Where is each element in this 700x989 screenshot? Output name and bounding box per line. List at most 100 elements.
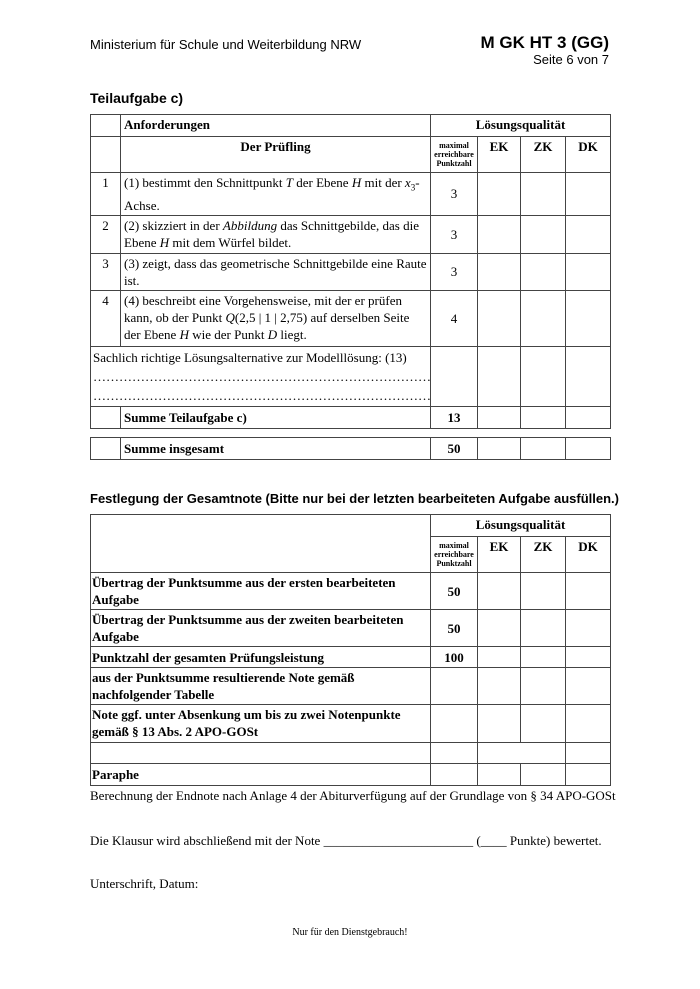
dk-cell[interactable] xyxy=(564,763,612,786)
dk-cell[interactable] xyxy=(564,704,612,743)
dk-cell[interactable] xyxy=(564,252,612,291)
dk-cell[interactable] xyxy=(565,437,611,460)
ek-cell[interactable] xyxy=(477,704,521,743)
grade-table: Lösungsqualität maximal erreichbare Punk… xyxy=(90,514,612,786)
ek-cell[interactable] xyxy=(477,609,521,647)
ek-cell[interactable] xyxy=(477,572,521,610)
row-label: Übertrag der Punktsumme aus der zweiten … xyxy=(90,609,431,647)
row-label: Punktzahl der gesamten Prüfungsleistung xyxy=(90,646,431,668)
header-ek: EK xyxy=(477,536,521,573)
header-dk: DK xyxy=(564,136,612,173)
blank-row xyxy=(90,742,612,764)
requirement-text: (4) beschreibt eine Vorgehensweise, mit … xyxy=(120,289,431,347)
dk-cell[interactable] xyxy=(564,609,612,647)
table-row: Punktzahl der gesamten Prüfungsleistung 1… xyxy=(90,646,612,668)
row-label: Übertrag der Punktsumme aus der ersten b… xyxy=(90,572,431,610)
ek-cell[interactable] xyxy=(477,172,521,216)
table-row: 3 (3) zeigt, dass das geometrische Schnit… xyxy=(90,252,612,291)
ek-cell[interactable] xyxy=(477,405,521,429)
page-number: Seite 6 von 7 xyxy=(533,52,609,67)
ek-cell[interactable] xyxy=(477,667,521,705)
exam-code: M GK HT 3 (GG) xyxy=(480,33,609,52)
zk-cell[interactable] xyxy=(520,763,566,786)
ek-cell[interactable] xyxy=(477,763,521,786)
table-row: Übertrag der Punktsumme aus der zweiten … xyxy=(90,609,612,647)
header-quality: Lösungsqualität xyxy=(429,114,612,137)
max-points: 3 xyxy=(430,172,478,216)
ek-cell[interactable] xyxy=(477,214,521,254)
sum-label: Summe Teilaufgabe c) xyxy=(120,405,431,429)
header-zk: ZK xyxy=(520,136,566,173)
zk-cell[interactable] xyxy=(520,572,566,610)
zk-cell[interactable] xyxy=(520,437,566,460)
alternative-row: Sachlich richtige Lösungsalternative zur… xyxy=(90,345,612,407)
calculation-note: Berechnung der Endnote nach Anlage 4 der… xyxy=(90,788,616,803)
signature-label: Unterschrift, Datum: xyxy=(90,876,199,891)
dk-cell[interactable] xyxy=(564,667,612,705)
ek-cell[interactable] xyxy=(477,345,521,407)
total-table: Summe insgesamt 50 xyxy=(90,437,611,460)
requirement-text: (1) bestimmt den Schnittpunkt T der Eben… xyxy=(120,172,431,216)
dk-cell[interactable] xyxy=(564,405,612,429)
table-row: 4 (4) beschreibt eine Vorgehensweise, mit… xyxy=(90,289,612,347)
max-points xyxy=(430,667,478,705)
dk-cell[interactable] xyxy=(564,572,612,610)
max-points: 50 xyxy=(430,572,478,610)
row-number: 1 xyxy=(90,172,121,216)
header-quality: Lösungsqualität xyxy=(429,514,612,537)
final-grade-line: Die Klausur wird abschließend mit der No… xyxy=(90,833,602,848)
row-number: 2 xyxy=(90,214,121,254)
paraphe-label: Paraphe xyxy=(90,763,431,786)
dk-cell[interactable] xyxy=(564,289,612,347)
sum-points: 13 xyxy=(430,405,478,429)
table-row: 2 (2) skizziert in der Abbildung das Schn… xyxy=(90,214,612,254)
zk-cell[interactable] xyxy=(520,609,566,647)
max-points xyxy=(430,704,478,743)
zk-cell[interactable] xyxy=(520,345,566,407)
ek-cell[interactable] xyxy=(477,289,521,347)
dk-cell[interactable] xyxy=(564,345,612,407)
total-points: 50 xyxy=(430,437,478,460)
ek-cell[interactable] xyxy=(477,252,521,291)
row-label: aus der Punktsumme resultierende Note ge… xyxy=(90,667,431,705)
header-max-points: maximal erreichbare Punktzahl xyxy=(430,536,478,573)
section-title: Teilaufgabe c) xyxy=(90,90,184,106)
zk-cell[interactable] xyxy=(520,172,566,216)
ek-cell[interactable] xyxy=(477,437,521,460)
footer-note: Nur für den Dienstgebrauch! xyxy=(292,927,408,938)
dk-cell[interactable] xyxy=(564,172,612,216)
sum-row: Summe Teilaufgabe c) 13 xyxy=(90,405,612,429)
alternative-label: Sachlich richtige Lösungsalternative zur… xyxy=(93,349,407,365)
zk-cell[interactable] xyxy=(520,667,566,705)
table-row: Übertrag der Punktsumme aus der ersten b… xyxy=(90,572,612,610)
dotted-line: …………………………………………………………………… xyxy=(93,368,431,384)
max-points: 50 xyxy=(430,609,478,647)
max-points: 100 xyxy=(430,646,478,668)
dk-cell[interactable] xyxy=(564,214,612,254)
table-row: 1 (1) bestimmt den Schnittpunkt T der Ebe… xyxy=(90,172,612,216)
zk-cell[interactable] xyxy=(520,405,566,429)
dk-cell[interactable] xyxy=(564,742,612,764)
grade-section-title: Festlegung der Gesamtnote (Bitte nur bei… xyxy=(90,491,619,506)
ek-cell[interactable] xyxy=(477,646,521,668)
row-label: Note ggf. unter Absenkung um bis zu zwei… xyxy=(90,704,431,743)
ek-zk-cell[interactable] xyxy=(477,742,566,764)
table-row: aus der Punktsumme resultierende Note ge… xyxy=(90,667,612,705)
dk-cell[interactable] xyxy=(564,646,612,668)
header-ek: EK xyxy=(477,136,521,173)
zk-cell[interactable] xyxy=(520,289,566,347)
zk-cell[interactable] xyxy=(520,252,566,291)
requirement-text: (3) zeigt, dass das geometrische Schnitt… xyxy=(120,252,431,291)
dotted-line: …………………………………………………………………… xyxy=(93,387,431,403)
header-dk: DK xyxy=(564,536,612,573)
table-row: Note ggf. unter Absenkung um bis zu zwei… xyxy=(90,704,612,743)
zk-cell[interactable] xyxy=(520,646,566,668)
max-points: 3 xyxy=(430,214,478,254)
zk-cell[interactable] xyxy=(520,704,566,743)
zk-cell[interactable] xyxy=(520,214,566,254)
requirement-text: (2) skizziert in der Abbildung das Schni… xyxy=(120,214,431,254)
ministry-name: Ministerium für Schule und Weiterbildung… xyxy=(90,37,362,52)
paraphe-row: Paraphe xyxy=(90,763,612,786)
assessment-table: Anforderungen Lösungsqualität Der Prüflin… xyxy=(90,114,612,429)
